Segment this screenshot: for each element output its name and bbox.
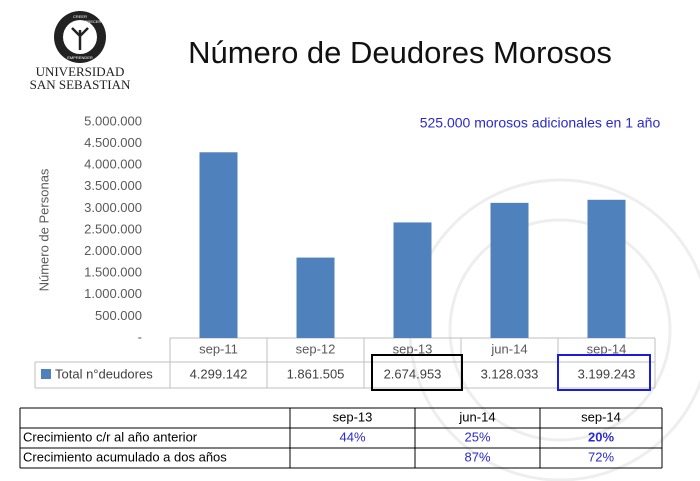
logo-text: UNIVERSIDAD: [36, 64, 125, 79]
data-label: 3.199.243: [578, 366, 636, 381]
logo-motto: CRECER: [85, 19, 102, 24]
column-header: sep-14: [581, 409, 621, 424]
y-tick-label: 4.000.000: [84, 157, 142, 172]
bar: [587, 199, 626, 338]
legend-label: Total n°deudores: [55, 366, 153, 381]
y-tick-label: 1.000.000: [84, 286, 142, 301]
y-tick-label: 3.000.000: [84, 200, 142, 215]
x-tick-label: sep-14: [587, 341, 627, 356]
column-header: jun-14: [458, 409, 495, 424]
bar: [296, 257, 335, 338]
table-cell: 87%: [464, 449, 490, 464]
table-cell: 44%: [339, 429, 365, 444]
table-cell: 25%: [464, 429, 490, 444]
bar: [393, 222, 432, 338]
table-cell: 20%: [588, 429, 614, 444]
legend-swatch: [41, 369, 51, 379]
bar: [199, 152, 238, 338]
x-tick-label: sep-13: [393, 341, 433, 356]
y-tick-label: 2.500.000: [84, 221, 142, 236]
x-tick-label: sep-11: [199, 341, 238, 356]
logo-text: SAN SEBASTIAN: [30, 77, 131, 92]
logo: CREER CRECER EMPRENDER UNIVERSIDAD SAN S…: [30, 11, 131, 92]
y-tick-label: 3.500.000: [84, 178, 142, 193]
highlight-box: [557, 354, 651, 391]
table-cell: 72%: [588, 449, 614, 464]
data-label: 1.861.505: [287, 366, 345, 381]
annotation: 525.000 morosos adicionales en 1 año: [420, 115, 661, 131]
x-tick-label: sep-12: [296, 341, 336, 356]
y-tick-label: 1.500.000: [84, 265, 142, 280]
bar: [490, 202, 529, 338]
highlight-box: [371, 354, 463, 391]
logo-motto: EMPRENDER: [67, 55, 93, 60]
y-tick-label: 2.000.000: [84, 243, 142, 258]
data-label: 3.128.033: [481, 366, 539, 381]
data-label: 4.299.142: [190, 366, 248, 381]
y-tick-label: -: [138, 329, 142, 344]
data-label: 2.674.953: [384, 366, 442, 381]
watermark: [408, 178, 700, 481]
logo-motto: CREER: [73, 14, 87, 19]
column-header: sep-13: [333, 409, 373, 424]
row-label: Crecimiento acumulado a dos años: [23, 449, 227, 464]
row-label: Crecimiento c/r al año anterior: [23, 429, 198, 444]
y-tick-label: 5.000.000: [84, 113, 142, 128]
x-tick-label: jun-14: [490, 341, 527, 356]
y-tick-label: 500.000: [95, 308, 142, 323]
y-tick-label: 4.500.000: [84, 135, 142, 150]
y-axis-label: Número de Personas: [36, 168, 51, 291]
slide-title: Número de Deudores Morosos: [188, 35, 612, 70]
